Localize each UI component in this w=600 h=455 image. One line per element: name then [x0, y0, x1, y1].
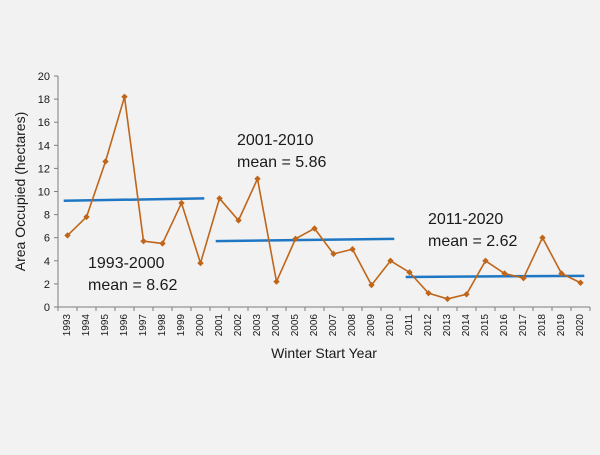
data-point	[102, 158, 109, 165]
x-tick-label: 2007	[328, 314, 339, 337]
x-tick-label: 2015	[480, 314, 491, 337]
data-point	[425, 289, 432, 297]
y-axis-title: Area Occupied (hectares)	[12, 112, 28, 272]
annotation-2001-2010-period: 2001-2010	[237, 132, 314, 149]
annotation-1993-2000-period: 1993-2000	[88, 255, 165, 272]
y-tick-label: 10	[38, 187, 50, 199]
data-point	[539, 234, 546, 241]
data-point	[368, 281, 375, 289]
y-axis-ticks: 0 2 4 6 8 10 12 14 16 18 20	[38, 71, 58, 314]
x-tick-label: 1999	[176, 314, 187, 337]
y-tick-label: 20	[38, 71, 50, 83]
series-line	[66, 96, 581, 300]
data-point	[159, 240, 166, 247]
annotation-2011-2020-period: 2011-2020	[428, 211, 503, 228]
mean-line	[63, 197, 205, 202]
x-axis-title: Winter Start Year	[271, 345, 377, 361]
data-point	[558, 270, 565, 277]
x-tick-label: 2016	[499, 314, 510, 337]
x-tick-label: 2003	[252, 314, 263, 337]
y-tick-label: 2	[44, 279, 50, 291]
x-tick-label: 1996	[119, 314, 130, 337]
x-tick-label: 1995	[100, 314, 111, 337]
mean-lines	[63, 197, 585, 279]
x-tick-label: 1997	[138, 314, 149, 337]
annotation-1993-2000-mean: mean = 8.62	[88, 277, 178, 294]
data-point	[254, 175, 261, 182]
data-point	[406, 269, 413, 276]
x-tick-label: 2000	[195, 314, 206, 337]
x-tick-label: 2013	[442, 314, 453, 337]
mean-line	[405, 274, 585, 279]
data-point	[64, 232, 71, 239]
x-tick-label: 2012	[423, 314, 434, 337]
data-point	[463, 291, 470, 298]
data-point	[292, 235, 299, 243]
data-point	[349, 246, 356, 253]
x-tick-label: 2019	[556, 314, 567, 337]
y-tick-label: 14	[38, 140, 50, 152]
x-tick-label: 2018	[537, 314, 548, 337]
x-tick-label: 2002	[233, 314, 244, 337]
y-tick-label: 4	[44, 256, 50, 268]
x-tick-label: 2004	[271, 314, 282, 337]
annotation-2001-2010-mean: mean = 5.86	[237, 154, 327, 171]
data-point	[482, 257, 489, 264]
annotation-2011-2020-mean: mean = 2.62	[428, 233, 518, 250]
y-tick-label: 0	[44, 302, 50, 314]
data-point	[197, 259, 204, 267]
mean-line	[215, 237, 395, 243]
data-point	[216, 195, 223, 202]
x-axis-ticks: 1993 1994 1995 1996 1997 1998 1999 2000 2001 2002…	[57, 307, 591, 337]
x-tick-label: 2006	[309, 314, 320, 337]
x-tick-label: 1994	[81, 314, 92, 337]
x-tick-label: 2008	[347, 314, 358, 337]
y-tick-label: 12	[38, 163, 50, 175]
y-tick-label: 6	[44, 233, 50, 245]
data-point	[330, 250, 337, 258]
y-tick-label: 16	[38, 117, 50, 129]
x-tick-label: 1998	[157, 314, 168, 337]
x-tick-label: 2009	[366, 314, 377, 337]
data-point	[311, 225, 318, 232]
data-point	[140, 237, 147, 245]
data-point	[577, 279, 584, 286]
data-point	[273, 278, 280, 285]
data-point	[178, 199, 185, 207]
y-tick-label: 8	[44, 210, 50, 222]
x-tick-label: 2014	[461, 314, 472, 337]
x-tick-label: 2017	[518, 314, 529, 337]
data-point	[387, 257, 394, 264]
data-point	[121, 93, 128, 100]
x-tick-label: 1993	[62, 314, 73, 337]
y-tick-label: 18	[38, 94, 50, 106]
series-markers	[64, 93, 584, 303]
x-tick-label: 2020	[575, 314, 586, 337]
data-point	[501, 270, 508, 277]
data-point	[444, 295, 451, 303]
x-tick-label: 2001	[214, 314, 225, 337]
x-tick-label: 2011	[404, 314, 415, 336]
data-point	[83, 213, 90, 221]
x-tick-label: 2010	[385, 314, 396, 337]
x-tick-label: 2005	[290, 314, 301, 337]
data-point	[520, 274, 527, 282]
data-point	[235, 217, 242, 224]
